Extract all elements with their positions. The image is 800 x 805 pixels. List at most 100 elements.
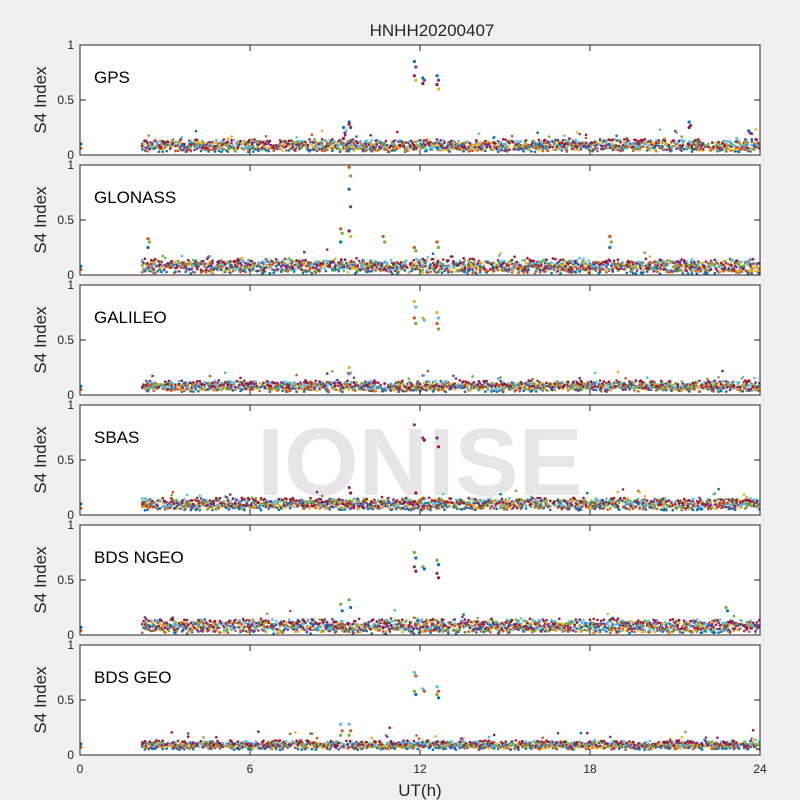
data-point (345, 129, 348, 132)
data-point (215, 139, 218, 142)
data-point (460, 262, 463, 265)
data-point (165, 150, 168, 153)
data-point (355, 257, 358, 260)
data-point (632, 268, 635, 271)
data-point (316, 264, 319, 267)
data-point (281, 260, 284, 263)
data-point (214, 150, 217, 153)
data-point (749, 147, 752, 150)
data-point (357, 148, 360, 151)
y-tick-label: 1 (67, 38, 74, 52)
data-point (363, 260, 366, 263)
data-point (545, 258, 548, 261)
data-point (452, 375, 455, 378)
data-point (196, 380, 199, 383)
data-point (427, 256, 430, 259)
data-point (285, 145, 288, 148)
data-point (241, 257, 244, 260)
data-point (263, 386, 266, 389)
data-point (686, 270, 689, 273)
data-point (694, 145, 697, 148)
data-point (292, 145, 295, 148)
spike-point (383, 240, 386, 243)
data-point (160, 271, 163, 274)
data-point (710, 268, 713, 271)
data-point (706, 270, 709, 273)
spike-point (341, 232, 344, 235)
spike-point (348, 229, 351, 232)
data-point (691, 270, 694, 273)
data-point (293, 261, 296, 264)
data-point (161, 263, 164, 266)
data-point (752, 263, 755, 266)
data-point (322, 145, 325, 148)
data-point (568, 137, 571, 140)
data-point (335, 268, 338, 271)
data-point (193, 271, 196, 274)
data-point (306, 381, 309, 384)
data-point (372, 269, 375, 272)
data-point (578, 257, 581, 260)
data-point (585, 134, 588, 137)
data-point (563, 259, 566, 262)
data-point (311, 144, 314, 147)
data-point (218, 379, 221, 382)
data-point (318, 270, 321, 273)
data-point (232, 270, 235, 273)
data-point (527, 265, 530, 268)
data-point (321, 138, 324, 141)
data-point (161, 140, 164, 143)
data-point (402, 141, 405, 144)
data-point (269, 140, 272, 143)
data-point (374, 146, 377, 149)
data-point (209, 149, 212, 152)
data-point (552, 148, 555, 151)
data-point (146, 141, 149, 144)
data-point (609, 139, 612, 142)
data-point (349, 148, 352, 151)
data-point (265, 146, 268, 149)
data-point (711, 261, 714, 264)
data-point (422, 271, 425, 274)
data-point (511, 263, 514, 266)
data-point (353, 377, 356, 380)
data-point (147, 266, 150, 269)
data-point (526, 257, 529, 260)
data-point (343, 269, 346, 272)
data-point (434, 271, 437, 274)
data-point (266, 380, 269, 383)
data-point (698, 261, 701, 264)
data-point (487, 269, 490, 272)
data-point (272, 271, 275, 274)
data-point (708, 146, 711, 149)
y-axis-label: S4 Index (31, 66, 50, 134)
data-point (636, 270, 639, 273)
data-point (515, 384, 518, 387)
data-point (475, 265, 478, 268)
data-point (450, 386, 453, 389)
data-point (675, 131, 678, 134)
data-point (197, 265, 200, 268)
data-point (714, 272, 717, 275)
data-point (549, 383, 552, 386)
data-point (161, 151, 164, 154)
data-point (719, 149, 722, 152)
data-point (381, 387, 384, 390)
data-point (680, 139, 683, 142)
data-point (174, 141, 177, 144)
data-point (536, 131, 539, 134)
data-point (479, 141, 482, 144)
data-point (493, 136, 496, 139)
data-point (228, 149, 231, 152)
data-point (547, 267, 550, 270)
data-point (281, 390, 284, 393)
data-point (448, 146, 451, 149)
data-point (283, 380, 286, 383)
data-point (295, 259, 298, 262)
data-point (248, 139, 251, 142)
data-point (747, 144, 750, 147)
data-point (174, 271, 177, 274)
data-point (182, 387, 185, 390)
data-point (567, 263, 570, 266)
data-point (451, 148, 454, 151)
